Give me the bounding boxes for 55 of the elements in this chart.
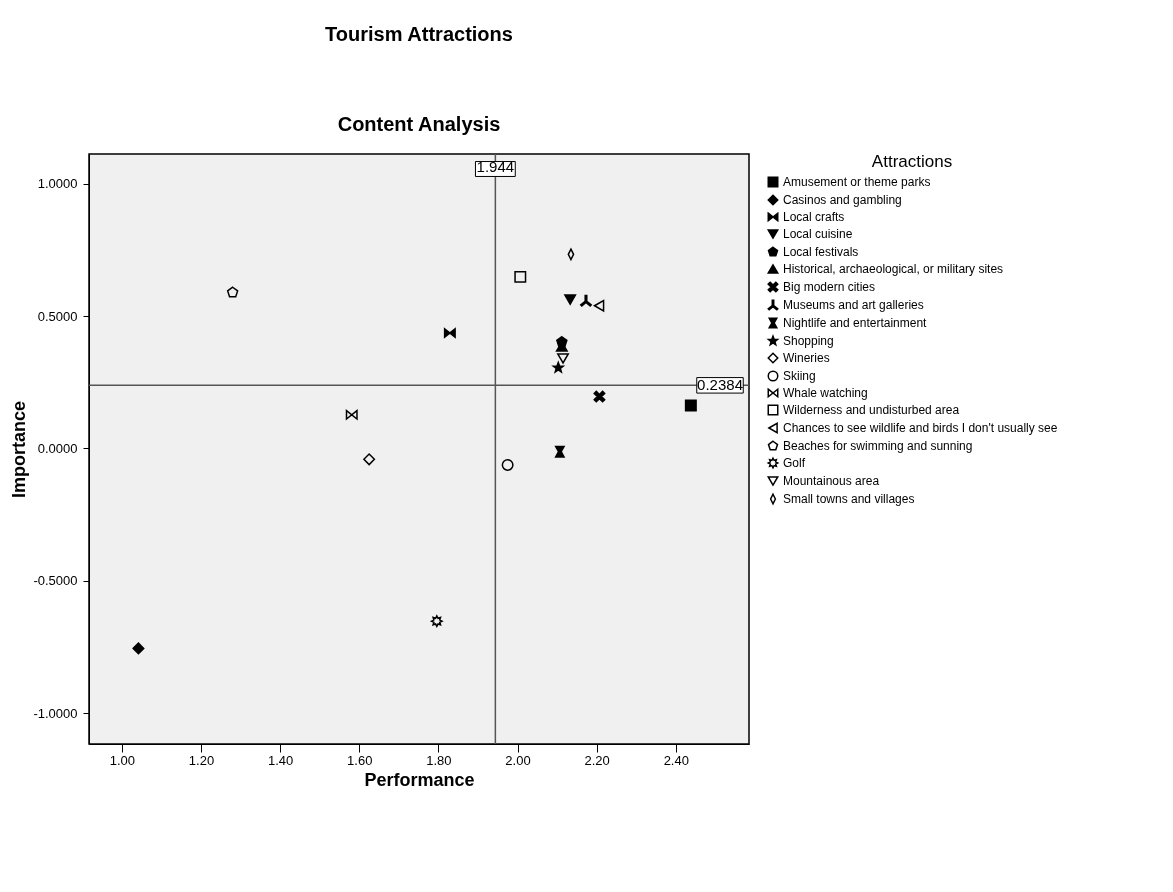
legend-label: Mountainous area xyxy=(783,474,880,488)
point xyxy=(579,294,592,307)
legend-label: Amusement or theme parks xyxy=(783,175,931,189)
x-tick-label: 1.20 xyxy=(188,752,215,768)
point xyxy=(552,361,565,373)
ref-line-label: 0.2384 xyxy=(697,376,743,394)
point xyxy=(132,642,145,655)
point xyxy=(226,286,239,298)
x-tick-label: 2.20 xyxy=(584,752,610,768)
legend-label: Shopping xyxy=(783,334,834,348)
y-tick-label: 0.5000 xyxy=(37,308,78,324)
y-axis-title: Importance xyxy=(9,400,30,499)
point xyxy=(593,390,606,403)
legend-label: Wilderness and undisturbed area xyxy=(783,403,960,417)
legend-label: Historical, archaeological, or military sites xyxy=(783,262,1004,276)
point xyxy=(593,299,605,312)
x-tick-label: 1.60 xyxy=(347,752,373,768)
chart-subtitle: Content Analysis xyxy=(337,113,501,136)
chart-title: Tourism Attractions xyxy=(325,23,513,46)
x-tick-label: 1.80 xyxy=(426,752,452,768)
legend-label: Beaches for swimming and sunning xyxy=(783,439,973,453)
point xyxy=(554,445,565,458)
legend-label: Museums and art galleries xyxy=(783,298,924,312)
y-tick-label: -0.5000 xyxy=(33,573,78,589)
legend-label: Nightlife and entertainment xyxy=(783,316,928,330)
y-tick-label: -1.0000 xyxy=(33,705,78,721)
ref-line-label: 1.944 xyxy=(476,158,515,175)
legend-label: Local crafts xyxy=(783,210,845,224)
x-tick-label: 1.00 xyxy=(109,752,135,768)
point xyxy=(430,615,443,628)
legend-label: Wineries xyxy=(783,351,830,365)
point xyxy=(514,270,527,283)
x-axis-title: Performance xyxy=(364,769,475,790)
legend-title: Attractions xyxy=(871,152,953,171)
point xyxy=(564,294,577,305)
legend-label: Local festivals xyxy=(783,245,859,259)
point xyxy=(363,453,376,466)
y-tick-label: 1.0000 xyxy=(37,176,78,192)
point xyxy=(557,353,570,364)
point xyxy=(443,328,456,338)
point xyxy=(345,409,358,420)
legend-label: Local cuisine xyxy=(783,227,853,241)
x-tick-label: 2.00 xyxy=(505,752,531,768)
legend-label: Small towns and villages xyxy=(783,492,915,506)
legend-label: Big modern cities xyxy=(783,280,876,294)
x-tick-label: 1.40 xyxy=(267,752,294,768)
y-tick-label: 0.0000 xyxy=(37,440,78,456)
legend-label: Golf xyxy=(783,456,806,470)
legend-label: Whale watching xyxy=(783,386,868,400)
point xyxy=(684,399,697,412)
legend-label: Chances to see wildlife and birds I don't usually see xyxy=(783,421,1058,435)
x-tick-label: 2.40 xyxy=(663,752,689,768)
point xyxy=(501,458,514,471)
legend-label: Casinos and gambling xyxy=(783,193,902,207)
legend-label: Skiing xyxy=(783,369,816,383)
